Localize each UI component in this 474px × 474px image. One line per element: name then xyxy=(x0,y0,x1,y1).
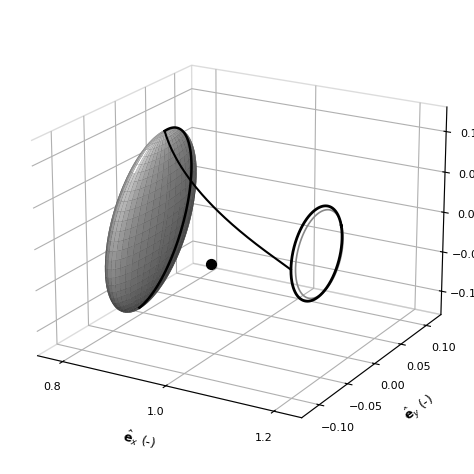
Y-axis label: $\hat{\mathbf{e}}_y$ (-): $\hat{\mathbf{e}}_y$ (-) xyxy=(400,391,438,427)
X-axis label: $\hat{\mathbf{e}}_x$ (-): $\hat{\mathbf{e}}_x$ (-) xyxy=(120,427,157,452)
